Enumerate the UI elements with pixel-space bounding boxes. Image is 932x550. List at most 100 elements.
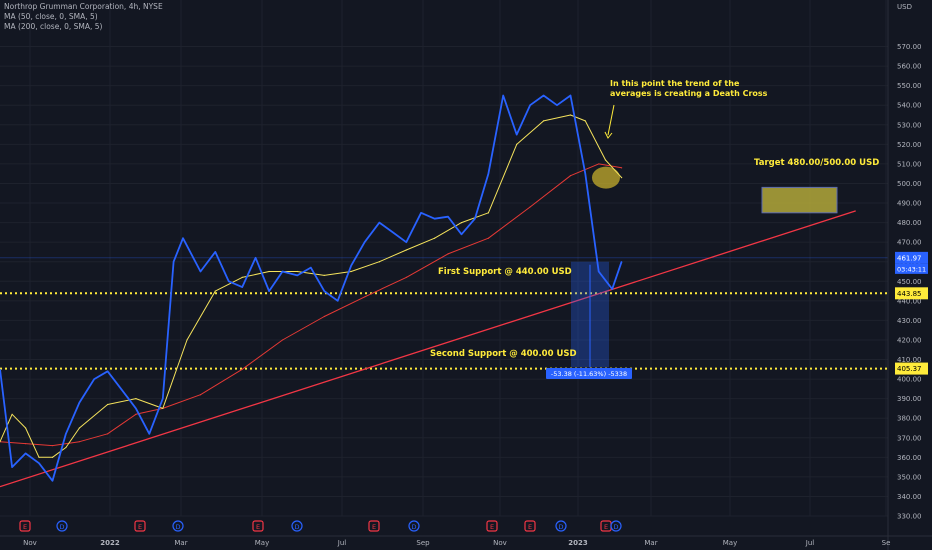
ma200-line-point (241, 368, 243, 370)
event-marker-label: D (613, 523, 618, 531)
earnings-marker[interactable] (368, 520, 380, 532)
death-cross-note-line2: averages is creating a Death Cross (610, 89, 768, 98)
y-tick-label: 400.00 (897, 376, 922, 384)
annotation-arrow (607, 104, 615, 136)
x-tick-label: May (255, 539, 269, 547)
countdown-badge: 03:43:11 (897, 265, 926, 273)
dividend-marker[interactable] (610, 520, 622, 532)
target-zone[interactable] (761, 186, 838, 214)
y-tick-label: 410.00 (897, 356, 922, 364)
ma50-line-point (405, 249, 407, 251)
price-line-point (162, 398, 164, 400)
ma50-line-point (584, 120, 586, 122)
second-support-badge-box (895, 362, 928, 375)
y-tick-label: 560.00 (897, 63, 922, 71)
price-line-point (584, 173, 586, 175)
annotation-arrow-head (604, 131, 613, 139)
measure-label-box (546, 368, 632, 379)
guides (0, 257, 888, 370)
price-line-point (296, 274, 298, 277)
price-line-point (337, 300, 339, 302)
y-tick-label: 510.00 (897, 160, 922, 168)
price-line-point (199, 270, 202, 273)
ma50-line-point (38, 456, 40, 458)
price-line-point (93, 378, 95, 380)
price-line-point (0, 368, 1, 370)
price-line-point (172, 261, 175, 263)
ma200-layer (0, 163, 623, 447)
event-marker-label: E (528, 523, 532, 531)
x-tick-label: Sep (416, 539, 430, 547)
price-line-point (516, 133, 518, 136)
price-line-point (611, 288, 613, 290)
second-support-label: Second Support @ 400.00 USD (430, 349, 577, 359)
x-tick-label: 2022 (100, 539, 120, 547)
price-line-point (228, 280, 230, 282)
ma200-line-point (135, 413, 137, 415)
x-tick-label: Jul (805, 539, 815, 547)
y-tick-label: 480.00 (897, 219, 922, 227)
earnings-marker[interactable] (524, 520, 536, 532)
ma200-legend[interactable]: MA (200, close, 0, SMA, 5) (4, 22, 103, 31)
grid (0, 0, 888, 517)
price-line-point (378, 222, 381, 224)
ma200-line-point (487, 237, 489, 239)
ma50-line-point (24, 427, 27, 429)
y-tick-label: 360.00 (897, 454, 922, 462)
dividend-marker[interactable] (408, 520, 420, 532)
ma200-line-point (569, 175, 572, 177)
dividend-marker[interactable] (555, 520, 567, 532)
drawings (0, 104, 856, 488)
ma50-line-point (162, 407, 164, 410)
dividend-marker[interactable] (291, 520, 303, 532)
y-tick-label: 520.00 (897, 141, 922, 149)
earnings-marker[interactable] (19, 520, 31, 532)
ma50-line-point (604, 159, 607, 161)
price-line-point (392, 231, 394, 233)
price-line-point (447, 216, 449, 218)
ma50-legend[interactable]: MA (50, close, 0, SMA, 5) (4, 12, 98, 21)
ma50-line-point (186, 339, 188, 341)
ma50-line-point (323, 274, 325, 277)
price-line-point (364, 241, 366, 243)
ma50-line-point (542, 120, 545, 122)
ma50-line-point (241, 276, 243, 278)
support-trendline[interactable] (0, 210, 856, 488)
price-line-point (598, 270, 600, 273)
y-tick-label: 500.00 (897, 180, 922, 188)
x-tick-label: Se (882, 539, 891, 547)
ma50-line-point (487, 212, 489, 214)
earnings-marker[interactable] (252, 520, 264, 532)
price-line-point (241, 286, 243, 288)
price-axis[interactable]: 570.00 560.00 550.00 540.00 530.00 520.00 510.… (887, 0, 928, 550)
price-line-point (529, 104, 531, 106)
event-marker-label: E (372, 523, 376, 531)
dividend-marker[interactable] (172, 520, 184, 532)
x-tick-label: Mar (174, 539, 187, 547)
current-price-badge: 461.97 (897, 254, 922, 262)
measure-label: -53.38 (-11.63%) -5338 (551, 370, 627, 378)
earnings-marker[interactable] (486, 520, 498, 532)
death-cross-highlight[interactable] (592, 166, 620, 189)
x-tick-label: Jul (337, 539, 347, 547)
ma50-line-point (78, 427, 80, 429)
ma200-line-point (24, 443, 27, 445)
price-line-point (268, 290, 270, 292)
symbol-title[interactable]: Northrop Grumman Corporation, 4h, NYSE (4, 2, 163, 11)
y-tick-label: 420.00 (897, 336, 922, 344)
price-line-point (135, 407, 137, 410)
price-line-point (38, 462, 40, 464)
ma200-line-point (323, 315, 325, 318)
ma50-line-point (433, 237, 436, 239)
y-tick-label: 490.00 (897, 200, 922, 208)
x-tick-label: Nov (23, 539, 37, 547)
ma200-line-point (529, 206, 531, 208)
price-line-point (120, 388, 122, 390)
ma50-line-point (378, 261, 381, 263)
y-tick-label: 530.00 (897, 121, 922, 129)
time-axis[interactable]: Nov 2022 Mar May Jul Sep Nov 2023 Mar May Jul SeE D E… (0, 520, 932, 547)
earnings-marker[interactable] (134, 520, 146, 532)
event-marker-label: D (175, 523, 180, 531)
dividend-marker[interactable] (56, 520, 68, 532)
